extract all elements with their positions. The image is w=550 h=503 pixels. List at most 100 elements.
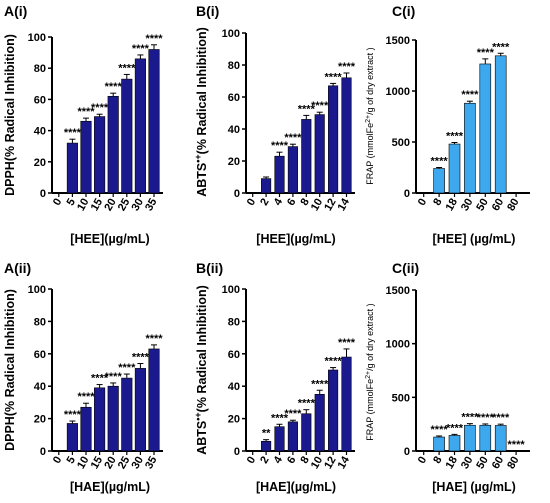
y-tick-label: 60 [34,349,46,361]
y-axis-label: FRAP (mmolFe2+/g of dry extract ) [365,47,376,184]
x-tick-label: 12 [322,197,339,214]
y-tick-label: 1000 [386,339,410,351]
significance-label: **** [132,43,150,55]
y-tick-label: 0 [404,188,410,200]
significance-label: **** [91,373,109,385]
y-tick-label: 500 [392,392,410,404]
bar [121,377,133,452]
significance-label: **** [311,100,329,112]
bar [66,423,78,452]
x-tick-label: 10 [75,455,92,472]
significance-label: **** [284,132,302,144]
x-tick-label: 5 [65,455,78,466]
panel-label: A(ii) [4,260,31,276]
x-tick-label: 4 [272,454,286,466]
x-tick-label: 30 [459,455,476,472]
x-tick-label: 50 [474,455,491,472]
x-axis-label: [HAE](µg/mL) [256,480,336,494]
bar [107,95,119,194]
significance-label: **** [91,102,109,114]
x-tick-label: 15 [89,455,106,472]
y-tick-label: 20 [34,157,46,169]
y-tick-label: 500 [392,137,410,149]
significance-label: **** [105,371,123,383]
y-tick-label: 1500 [386,285,410,297]
significance-label: **** [431,156,449,168]
significance-label: **** [338,337,356,349]
bar [448,435,461,452]
panel-label: A(i) [4,3,27,19]
significance-label: **** [311,378,329,390]
x-axis-label: [HEE] (µg/mL) [433,232,516,246]
significance-label: **** [77,106,95,118]
y-tick-label: 1500 [386,35,410,47]
x-tick-label: 10 [309,197,326,214]
x-tick-label: 15 [89,197,106,214]
x-tick-label: 14 [336,454,353,471]
y-tick-label: 0 [40,446,46,458]
bar [341,77,352,194]
significance-label: **** [64,127,82,139]
bar [448,143,461,194]
x-tick-label: 0 [245,455,258,466]
bar [301,119,312,194]
bar [80,406,92,452]
bar [301,413,312,452]
y-axis-label: ABTS•+(% Radical Inhibition) [193,27,209,197]
bar [121,78,133,194]
x-tick-label: 18 [444,197,461,214]
significance-label: **** [284,408,302,420]
y-tick-label: 80 [228,60,240,72]
x-tick-label: 20 [102,197,119,214]
x-tick-label: 2 [258,455,271,466]
bar [94,116,106,194]
y-tick-label: 100 [222,28,240,40]
bar [287,146,298,194]
significance-label: **** [446,422,464,434]
y-tick-label: 80 [34,63,46,75]
significance-label: **** [64,409,82,421]
significance-label: **** [325,356,343,368]
y-axis-label: FRAP (mmolFe2+/g of dry extract ) [365,303,376,440]
x-tick-label: 0 [416,455,429,466]
y-axis-label: DPPH(% Radical Inhibition) [3,34,17,196]
x-tick-label: 8 [431,197,444,208]
significance-label: **** [477,412,495,424]
bar [80,120,92,194]
y-tick-label: 60 [34,94,46,106]
x-tick-label: 30 [129,455,146,472]
panel-label: C(i) [392,3,415,19]
significance-label: **** [271,140,289,152]
y-axis-label: DPPH(% Radical Inhibition) [3,289,17,451]
bar [148,49,160,194]
bar [107,385,119,452]
x-tick-label: 0 [51,455,64,466]
significance-label: **** [325,71,343,83]
y-tick-label: 20 [228,156,240,168]
bar [464,102,476,194]
significance-label: **** [461,412,479,424]
x-tick-label: 18 [444,455,461,472]
x-tick-label: 8 [298,455,311,466]
significance-label: **** [492,41,510,53]
significance-label: **** [271,412,289,424]
x-tick-label: 4 [272,196,286,208]
x-tick-label: 20 [102,455,119,472]
y-tick-label: 60 [228,92,240,104]
y-tick-label: 20 [34,414,46,426]
bar [261,178,272,194]
y-tick-label: 80 [34,316,46,328]
significance-label: **** [338,61,356,73]
bar [328,85,339,194]
x-axis-label: [HEE](µg/mL) [70,232,149,246]
panel-label: B(ii) [196,260,223,276]
x-tick-label: 35 [143,455,160,472]
x-tick-label: 0 [245,197,258,208]
bar [494,425,507,452]
significance-label: **** [446,131,464,143]
bar [433,436,445,452]
y-tick-label: 100 [222,284,240,296]
